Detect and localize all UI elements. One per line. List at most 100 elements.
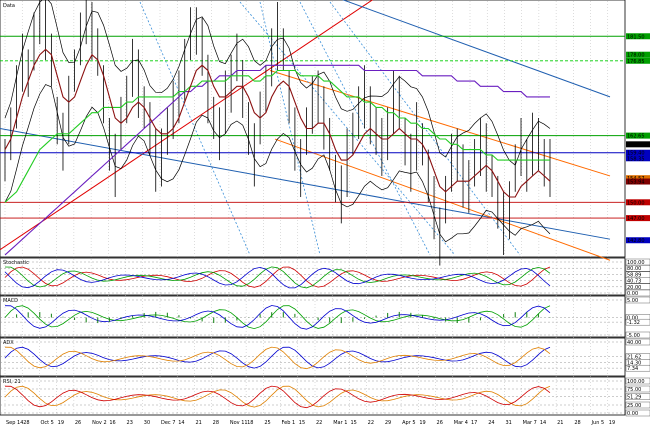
price-tag-bg <box>626 199 650 206</box>
main-pane-label: Data <box>3 3 15 9</box>
indicator-tag-bg <box>625 277 650 284</box>
indicator-tag-bg <box>625 318 650 326</box>
fan-line <box>239 1 456 256</box>
macd-pane-label: MACD <box>3 298 18 304</box>
fan-line <box>299 1 431 256</box>
indicator-line <box>4 385 551 408</box>
indicator-tag-bg <box>625 401 650 409</box>
indicator-tag-bg <box>625 296 650 304</box>
indicator-line <box>4 266 551 288</box>
price-tag-bg <box>626 178 650 185</box>
x-tick-label: Nov 11 <box>230 420 248 426</box>
price-tag: 147.00 <box>627 216 645 222</box>
x-tick-label: Feb 1 <box>282 420 296 426</box>
indicator-tag-bg <box>625 409 650 417</box>
price-tag-bg <box>626 175 650 182</box>
indicator-line <box>4 266 551 289</box>
fan-line <box>139 1 251 256</box>
indicator-tag: 40.00 <box>627 340 641 346</box>
indicator-tag-bg <box>625 265 650 272</box>
rsi-pane-label: RSI, 21 <box>3 379 21 385</box>
x-tick-label: 15 <box>350 420 356 426</box>
ma-long-line <box>4 64 550 256</box>
indicator-tag-bg <box>625 283 650 290</box>
indicator-line <box>4 346 551 370</box>
indicator-tag: 21.62 <box>627 355 641 361</box>
indicator-tag: -5.00 <box>627 333 640 339</box>
indicator-series: 100.0080.0058.8940.7320.000.005.000.00-1… <box>0 258 650 417</box>
price-tag-bg <box>626 149 650 156</box>
x-tick-label: 14 <box>540 420 546 426</box>
indicator-tag: 20.00 <box>627 285 641 291</box>
indicator-tag: 51.29 <box>627 395 641 401</box>
adx-pane-label: ADX <box>3 340 14 346</box>
x-tick-label: Mar 1 <box>333 420 347 426</box>
x-tick-label: Nov 2 <box>92 420 107 426</box>
orange-channel-upper <box>269 70 611 177</box>
x-tick-label: Sep 14 <box>6 420 23 426</box>
indicator-tag-bg <box>625 289 650 297</box>
x-tick-label: 22 <box>368 420 374 426</box>
price-tag: 176.85 <box>627 59 645 65</box>
x-tick-label: 28 <box>574 420 580 426</box>
indicator-tag-bg <box>625 393 650 400</box>
indicator-tag-bg <box>625 377 650 385</box>
x-tick-label: Jun 5 <box>591 420 605 426</box>
price-tag-bg <box>626 51 650 58</box>
x-tick-label: 17 <box>471 420 477 426</box>
price-series <box>4 0 551 266</box>
price-tag-bg <box>626 141 650 148</box>
price-tag-bg <box>626 33 650 40</box>
bollinger-lower <box>4 84 551 243</box>
indicator-tag-bg <box>625 385 650 393</box>
price-tag-bg <box>626 215 650 222</box>
x-tick-label: 25 <box>264 420 270 426</box>
stochastic-pane-frame <box>0 257 626 296</box>
blue-channel-lower <box>0 128 611 240</box>
indicator-line <box>4 305 551 330</box>
stochastic-pane-label: Stochastic <box>3 260 29 266</box>
indicator-tag: 58.89 <box>627 273 641 279</box>
x-tick-label: 19 <box>609 420 615 426</box>
indicator-tag: 0.00 <box>627 291 638 297</box>
indicator-tag: 25.00 <box>627 403 641 409</box>
indicator-tag: 75.00 <box>627 387 641 393</box>
price-tag-bg <box>626 132 650 139</box>
price-tag-bg <box>626 237 650 244</box>
indicator-line <box>4 266 551 289</box>
indicator-tag: 40.73 <box>627 278 641 284</box>
indicator-tag-bg <box>625 338 650 346</box>
trendlines <box>0 0 611 261</box>
price-tag: 142.80 <box>627 238 645 244</box>
ma-short-line <box>4 48 551 198</box>
pane-frames <box>0 0 626 416</box>
x-tick-label: Mar 7 <box>523 420 537 426</box>
orange-channel-lower <box>274 138 611 261</box>
price-tag-bg <box>626 57 650 64</box>
indicator-line <box>4 305 551 330</box>
indicator-tag: 0.00 <box>627 316 638 322</box>
price-tag: 150.00 <box>627 200 645 206</box>
x-tick-label: 24 <box>488 420 494 426</box>
blue-channel-upper <box>342 0 611 98</box>
fan-line <box>259 1 321 256</box>
x-tick-label: 30 <box>144 420 150 426</box>
x-tick-label: 26 <box>437 420 443 426</box>
indicator-tag-bg <box>625 331 650 339</box>
x-tick-label: 18 <box>247 420 253 426</box>
macd-pane-frame <box>0 295 626 338</box>
rsi-pane-frame <box>0 376 626 416</box>
adx-pane-frame <box>0 337 626 377</box>
indicator-line <box>4 385 551 409</box>
x-tick-label: 14 <box>178 420 184 426</box>
price-tag: 158.35 <box>627 156 645 162</box>
indicator-tag: 0.00 <box>627 411 638 417</box>
x-tick-label: 22 <box>316 420 322 426</box>
x-tick-label: 23 <box>127 420 133 426</box>
x-tick-label: Dec 7 <box>161 420 175 426</box>
red-uptrend-line <box>0 0 374 251</box>
indicator-tag: -1.32 <box>627 320 640 326</box>
